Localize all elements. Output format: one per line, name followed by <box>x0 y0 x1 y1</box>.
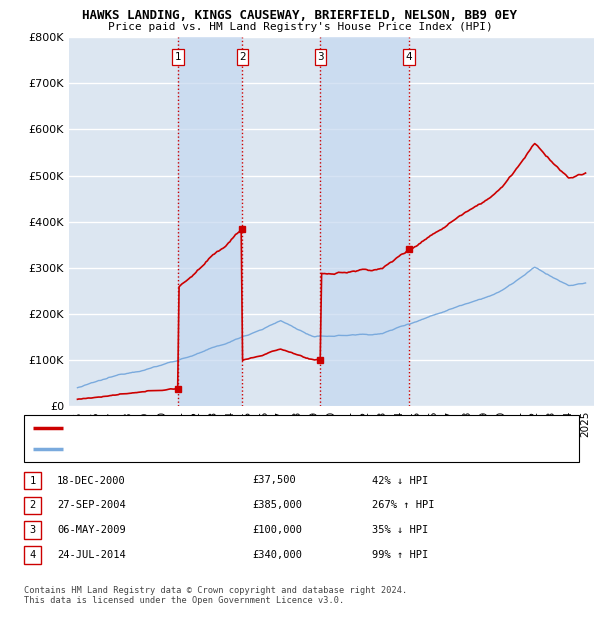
Text: HAWKS LANDING, KINGS CAUSEWAY, BRIERFIELD, NELSON, BB9 0EY: HAWKS LANDING, KINGS CAUSEWAY, BRIERFIEL… <box>83 9 517 22</box>
Text: 1: 1 <box>29 476 35 485</box>
Text: £385,000: £385,000 <box>252 500 302 510</box>
Text: HAWKS LANDING, KINGS CAUSEWAY, BRIERFIELD, NELSON, BB9 0EY (detached house): HAWKS LANDING, KINGS CAUSEWAY, BRIERFIEL… <box>69 424 500 433</box>
Text: 35% ↓ HPI: 35% ↓ HPI <box>372 525 428 535</box>
Text: 18-DEC-2000: 18-DEC-2000 <box>57 476 126 485</box>
Text: 3: 3 <box>29 525 35 535</box>
Text: 1: 1 <box>175 52 182 62</box>
Text: 99% ↑ HPI: 99% ↑ HPI <box>372 550 428 560</box>
Text: 27-SEP-2004: 27-SEP-2004 <box>57 500 126 510</box>
Bar <box>178 37 242 406</box>
Text: £340,000: £340,000 <box>252 550 302 560</box>
Text: 24-JUL-2014: 24-JUL-2014 <box>57 550 126 560</box>
Text: 267% ↑ HPI: 267% ↑ HPI <box>372 500 434 510</box>
Text: 4: 4 <box>29 550 35 560</box>
Text: 42% ↓ HPI: 42% ↓ HPI <box>372 476 428 485</box>
Text: 4: 4 <box>406 52 412 62</box>
Text: HPI: Average price, detached house, Pendle: HPI: Average price, detached house, Pend… <box>69 445 311 453</box>
Text: 3: 3 <box>317 52 324 62</box>
Bar <box>320 37 409 406</box>
Text: £37,500: £37,500 <box>252 476 296 485</box>
Text: Price paid vs. HM Land Registry's House Price Index (HPI): Price paid vs. HM Land Registry's House … <box>107 22 493 32</box>
Text: 06-MAY-2009: 06-MAY-2009 <box>57 525 126 535</box>
Text: 2: 2 <box>239 52 246 62</box>
Text: 2: 2 <box>29 500 35 510</box>
Text: Contains HM Land Registry data © Crown copyright and database right 2024.
This d: Contains HM Land Registry data © Crown c… <box>24 586 407 605</box>
Text: £100,000: £100,000 <box>252 525 302 535</box>
